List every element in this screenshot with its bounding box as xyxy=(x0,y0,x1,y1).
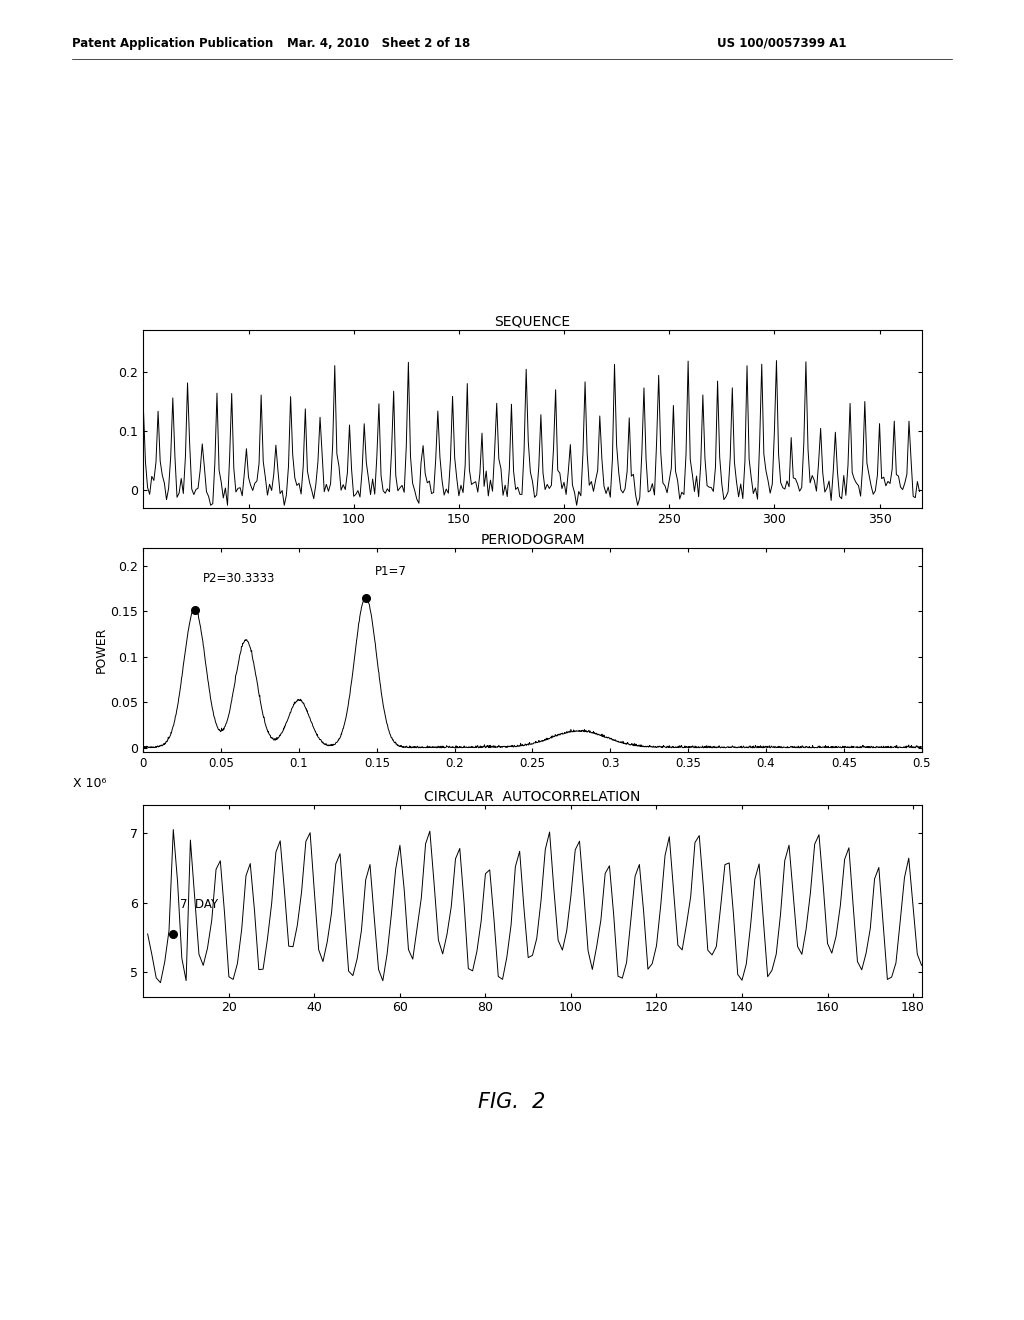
Text: P2=30.3333: P2=30.3333 xyxy=(203,573,274,585)
Text: Mar. 4, 2010   Sheet 2 of 18: Mar. 4, 2010 Sheet 2 of 18 xyxy=(288,37,470,50)
Title: PERIODOGRAM: PERIODOGRAM xyxy=(480,533,585,546)
Title: CIRCULAR  AUTOCORRELATION: CIRCULAR AUTOCORRELATION xyxy=(424,791,641,804)
Text: 7  DAY: 7 DAY xyxy=(179,898,218,911)
Y-axis label: POWER: POWER xyxy=(95,627,108,673)
Text: FIG.  2: FIG. 2 xyxy=(478,1092,546,1113)
Text: US 100/0057399 A1: US 100/0057399 A1 xyxy=(717,37,846,50)
Text: P1=7: P1=7 xyxy=(375,565,407,578)
Text: Patent Application Publication: Patent Application Publication xyxy=(72,37,273,50)
Title: SEQUENCE: SEQUENCE xyxy=(495,315,570,329)
Text: X 10⁶: X 10⁶ xyxy=(74,777,106,789)
